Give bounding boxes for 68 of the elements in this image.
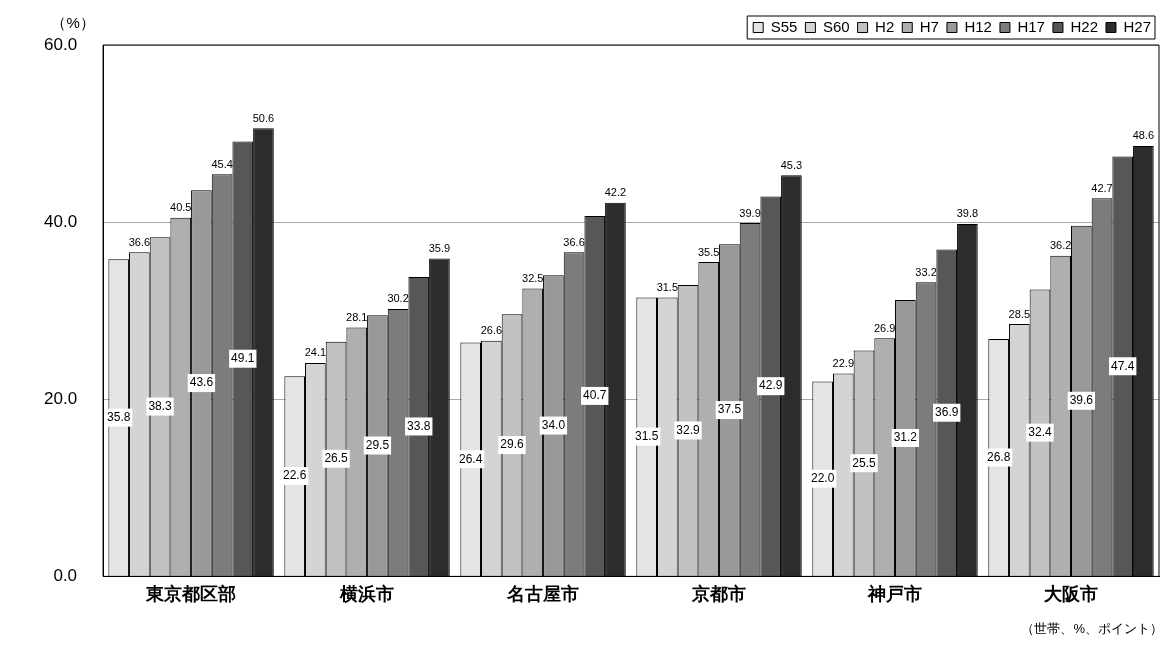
legend-label: S55: [770, 17, 798, 35]
data-label: 47.4: [1111, 358, 1135, 373]
data-label: 36.6: [563, 235, 585, 248]
text: （世帯、%、ポイント）: [1021, 621, 1163, 637]
data-label: 28.1: [346, 311, 368, 324]
data-label: 36.6: [128, 235, 151, 248]
y-tick-label: 0.0: [53, 566, 78, 586]
data-label: 35.5: [697, 245, 720, 258]
data-label: 22.6: [283, 468, 307, 483]
x-tick-label: 神戸市: [867, 584, 923, 605]
data-label: 29.6: [500, 437, 525, 452]
data-label: 26.8: [986, 449, 1011, 464]
data-label: 22.9: [832, 357, 855, 370]
y-axis-title: （%）: [51, 13, 95, 31]
data-label: 40.7: [583, 388, 607, 403]
data-label: 22.0: [810, 471, 835, 486]
data-label: 42.2: [604, 186, 627, 199]
data-label: 26.5: [324, 451, 349, 466]
data-label: 36.2: [1049, 239, 1072, 252]
data-label: 39.8: [956, 207, 979, 220]
data-label: 35.8: [107, 409, 131, 424]
data-label: 38.3: [148, 398, 173, 413]
x-tick-label: 大阪市: [1043, 584, 1099, 605]
legend-label: H2: [875, 17, 895, 35]
data-label: 33.2: [915, 265, 937, 278]
x-tick-label: 東京都区部: [145, 584, 237, 605]
data-label: 30.2: [387, 292, 409, 305]
legend-label: H7: [919, 17, 939, 35]
data-label: 43.6: [189, 375, 214, 390]
data-label: 45.3: [780, 158, 803, 171]
legend-label: H12: [964, 17, 992, 35]
data-label: 39.9: [739, 206, 761, 219]
data-label: 35.9: [428, 241, 451, 254]
data-label: 42.7: [1091, 181, 1113, 194]
legend-label: H22: [1070, 17, 1098, 35]
data-label: 32.5: [522, 272, 544, 285]
data-label: 29.5: [365, 437, 390, 452]
data-label: 42.9: [759, 378, 783, 393]
data-label: 48.6: [1132, 129, 1155, 142]
data-label: 25.5: [852, 455, 877, 470]
x-tick-label: 京都市: [691, 584, 747, 605]
data-label: 31.2: [893, 430, 918, 445]
data-label: 49.1: [231, 351, 255, 366]
data-label: 28.5: [1008, 307, 1031, 320]
data-label: 31.5: [656, 280, 679, 293]
data-label: 34.0: [541, 417, 566, 432]
legend-label: H17: [1017, 17, 1045, 35]
data-label: 40.5: [170, 201, 192, 214]
y-tick-label: 20.0: [43, 388, 78, 408]
data-label: 50.6: [252, 111, 275, 124]
data-label: 45.4: [211, 157, 233, 170]
data-label: 26.6: [480, 324, 503, 337]
data-label: 32.4: [1028, 424, 1052, 439]
legend-label: S60: [822, 17, 850, 35]
legend-label: H27: [1123, 17, 1152, 35]
data-label: 36.9: [935, 405, 959, 420]
data-label: 39.6: [1069, 393, 1094, 408]
x-tick-label: 横浜市: [339, 584, 395, 605]
data-label: 31.5: [634, 428, 659, 443]
y-tick-label: 40.0: [43, 211, 78, 231]
data-label: 26.4: [459, 451, 483, 466]
data-label: 32.9: [676, 422, 701, 437]
data-label: 24.1: [304, 346, 327, 359]
data-label: 26.9: [873, 321, 896, 334]
data-label: 33.8: [407, 418, 431, 433]
x-tick-label: 名古屋市: [506, 584, 580, 605]
y-tick-label: 60.0: [43, 34, 78, 54]
data-label: 37.5: [717, 402, 742, 417]
